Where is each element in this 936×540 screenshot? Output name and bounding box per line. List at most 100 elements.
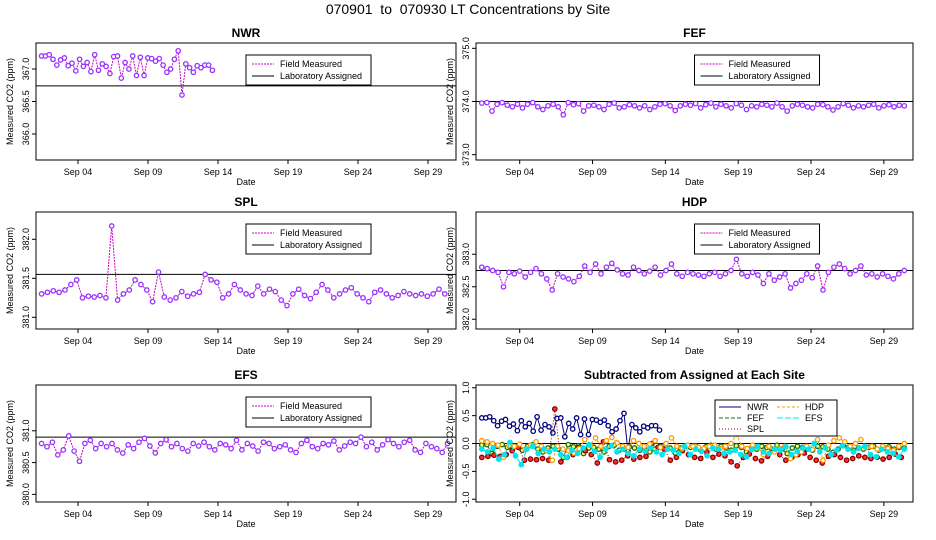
data-point (307, 295, 314, 302)
data-point (155, 269, 162, 275)
data-point (50, 287, 57, 294)
x-tick-label: Sep 09 (134, 336, 163, 346)
data-point (565, 99, 572, 106)
data-point (874, 446, 881, 452)
legend-label-lab: Laboratory Assigned (280, 240, 362, 250)
data-point (820, 457, 826, 464)
data-point (702, 101, 709, 108)
data-point (715, 446, 722, 452)
panel-title: SPL (234, 195, 257, 209)
data-point (896, 102, 903, 109)
page-title: 070901 to 070930 LT Concentrations by Si… (325, 1, 611, 17)
data-point (800, 445, 806, 451)
y-tick-label: 383.0 (461, 243, 471, 266)
x-tick-label: Sep 24 (344, 336, 373, 346)
data-point (890, 276, 897, 282)
data-point (137, 54, 144, 61)
data-point (371, 289, 378, 296)
data-point (581, 263, 588, 269)
data-point (843, 457, 850, 464)
data-point (163, 436, 169, 443)
data-point (835, 103, 841, 110)
data-point (184, 293, 191, 300)
data-point (118, 75, 125, 81)
data-point (625, 272, 631, 278)
data-point (738, 102, 745, 109)
data-point (490, 445, 496, 451)
data-point (527, 269, 534, 276)
data-point (684, 269, 691, 276)
data-point (347, 439, 354, 446)
data-point (103, 294, 109, 301)
data-point (895, 270, 902, 277)
data-point (60, 447, 67, 453)
data-point (776, 274, 783, 280)
data-point (266, 286, 273, 293)
data-point (314, 445, 321, 452)
data-point (282, 441, 289, 448)
data-point (836, 435, 843, 441)
data-point (816, 449, 823, 455)
data-point (868, 270, 875, 277)
data-point (560, 446, 566, 452)
data-point (538, 270, 545, 277)
x-tick-label: Sep 14 (204, 509, 233, 519)
data-point (636, 267, 642, 274)
data-point (891, 103, 897, 110)
data-point (514, 427, 521, 434)
data-point (630, 264, 637, 271)
data-point (320, 440, 326, 447)
data-point (813, 457, 820, 464)
data-point (206, 443, 213, 450)
legend: Field Measured Laboratory Assigned (694, 223, 820, 255)
data-point (237, 287, 244, 293)
x-axis-label: Date (236, 177, 255, 187)
data-point (114, 447, 121, 453)
data-point (587, 269, 593, 276)
data-point (841, 438, 848, 445)
data-point (662, 100, 668, 107)
data-point (585, 431, 592, 438)
x-axis-label: Date (685, 519, 704, 529)
data-point (701, 273, 707, 280)
data-point (794, 448, 801, 455)
data-point (295, 286, 302, 293)
data-point (126, 66, 132, 72)
data-point (663, 440, 669, 447)
data-point (507, 439, 513, 446)
data-point (539, 455, 546, 462)
data-point (697, 105, 704, 111)
y-tick-label: 367.0 (21, 58, 31, 81)
legend: Field Measured Laboratory Assigned (245, 396, 372, 428)
data-point (861, 443, 868, 450)
data-point (621, 410, 627, 417)
data-point (313, 289, 320, 296)
data-point (738, 451, 744, 458)
legend-label-lab: Laboratory Assigned (729, 240, 811, 250)
data-point (186, 64, 193, 71)
data-point (91, 294, 98, 300)
data-point (708, 100, 714, 106)
data-point (509, 103, 516, 110)
data-point (626, 101, 633, 108)
data-point (182, 60, 189, 67)
data-point (771, 277, 778, 284)
data-point (748, 102, 755, 109)
data-point (819, 101, 826, 108)
data-point (336, 447, 343, 453)
panel-title: EFS (234, 368, 257, 382)
data-point (284, 302, 290, 309)
data-point (171, 56, 178, 63)
data-point (478, 264, 485, 271)
data-point (304, 437, 310, 444)
data-point (789, 445, 796, 451)
data-point (763, 102, 770, 109)
data-point (484, 99, 490, 106)
data-point (54, 452, 61, 458)
data-point (49, 439, 56, 446)
data-point (489, 108, 495, 114)
data-point (494, 422, 501, 429)
panel-fef: FEF Sep 04 Sep 09 Sep 14 Sep 19 Sep 24 Sep 29 D… (445, 26, 914, 187)
data-point (512, 452, 519, 459)
data-point (401, 288, 407, 295)
